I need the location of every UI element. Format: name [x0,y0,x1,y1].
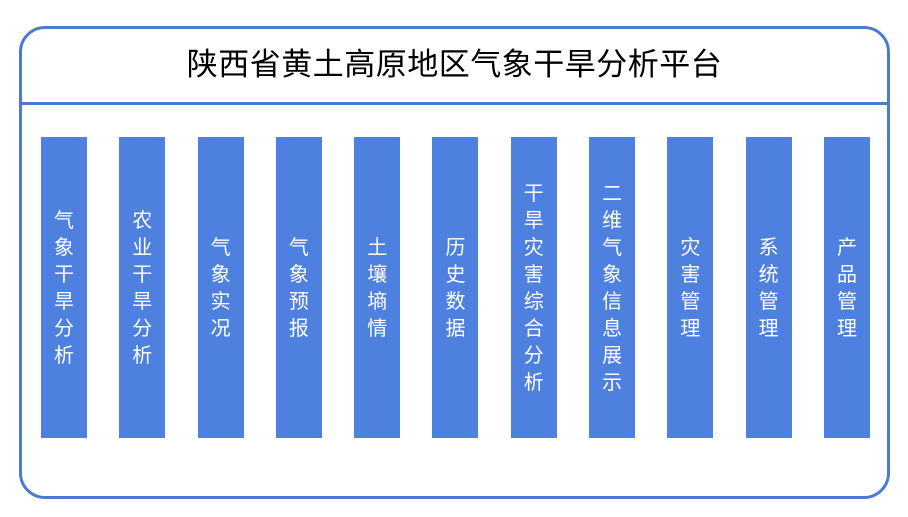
nav-item-weather-forecast[interactable]: 气象预报 [275,137,322,438]
nav-item-label: 干旱灾害综合分析 [523,180,544,394]
nav-item-label: 农业干旱分析 [132,207,153,367]
nav-item-label: 气象预报 [288,234,309,340]
nav-item-label: 灾害管理 [680,234,701,340]
nav-item-meteorological-drought-analysis[interactable]: 气象干旱分析 [41,137,87,438]
page-title: 陕西省黄土高原地区气象干旱分析平台 [186,47,723,83]
title-bar: 陕西省黄土高原地区气象干旱分析平台 [22,29,887,105]
nav-item-label: 系统管理 [758,234,779,340]
nav-item-label: 气象干旱分析 [54,207,74,367]
nav-item-label: 土壤墒情 [367,234,388,340]
nav-item-label: 二维气象信息展示 [602,180,623,394]
app-frame: 陕西省黄土高原地区气象干旱分析平台 气象干旱分析 农业干旱分析 气象实况 气象预… [19,26,890,499]
nav-item-system-management[interactable]: 系统管理 [745,137,792,438]
nav-item-label: 气象实况 [210,234,231,340]
nav-item-disaster-management[interactable]: 灾害管理 [667,137,714,438]
nav-item-2d-weather-information-display[interactable]: 二维气象信息展示 [589,137,636,438]
nav-item-product-management[interactable]: 产品管理 [823,137,870,438]
nav-item-agricultural-drought-analysis[interactable]: 农业干旱分析 [119,137,166,438]
nav-item-weather-observation[interactable]: 气象实况 [197,137,244,438]
nav-item-historical-data[interactable]: 历史数据 [432,137,479,438]
nav-item-label: 产品管理 [836,234,857,340]
nav-item-drought-disaster-comprehensive-analysis[interactable]: 干旱灾害综合分析 [510,137,557,438]
nav-item-label: 历史数据 [445,234,466,340]
nav-item-soil-moisture[interactable]: 土壤墒情 [354,137,401,438]
nav-strip: 气象干旱分析 农业干旱分析 气象实况 气象预报 土壤墒情 历史数据 干旱灾害综合… [41,137,870,438]
